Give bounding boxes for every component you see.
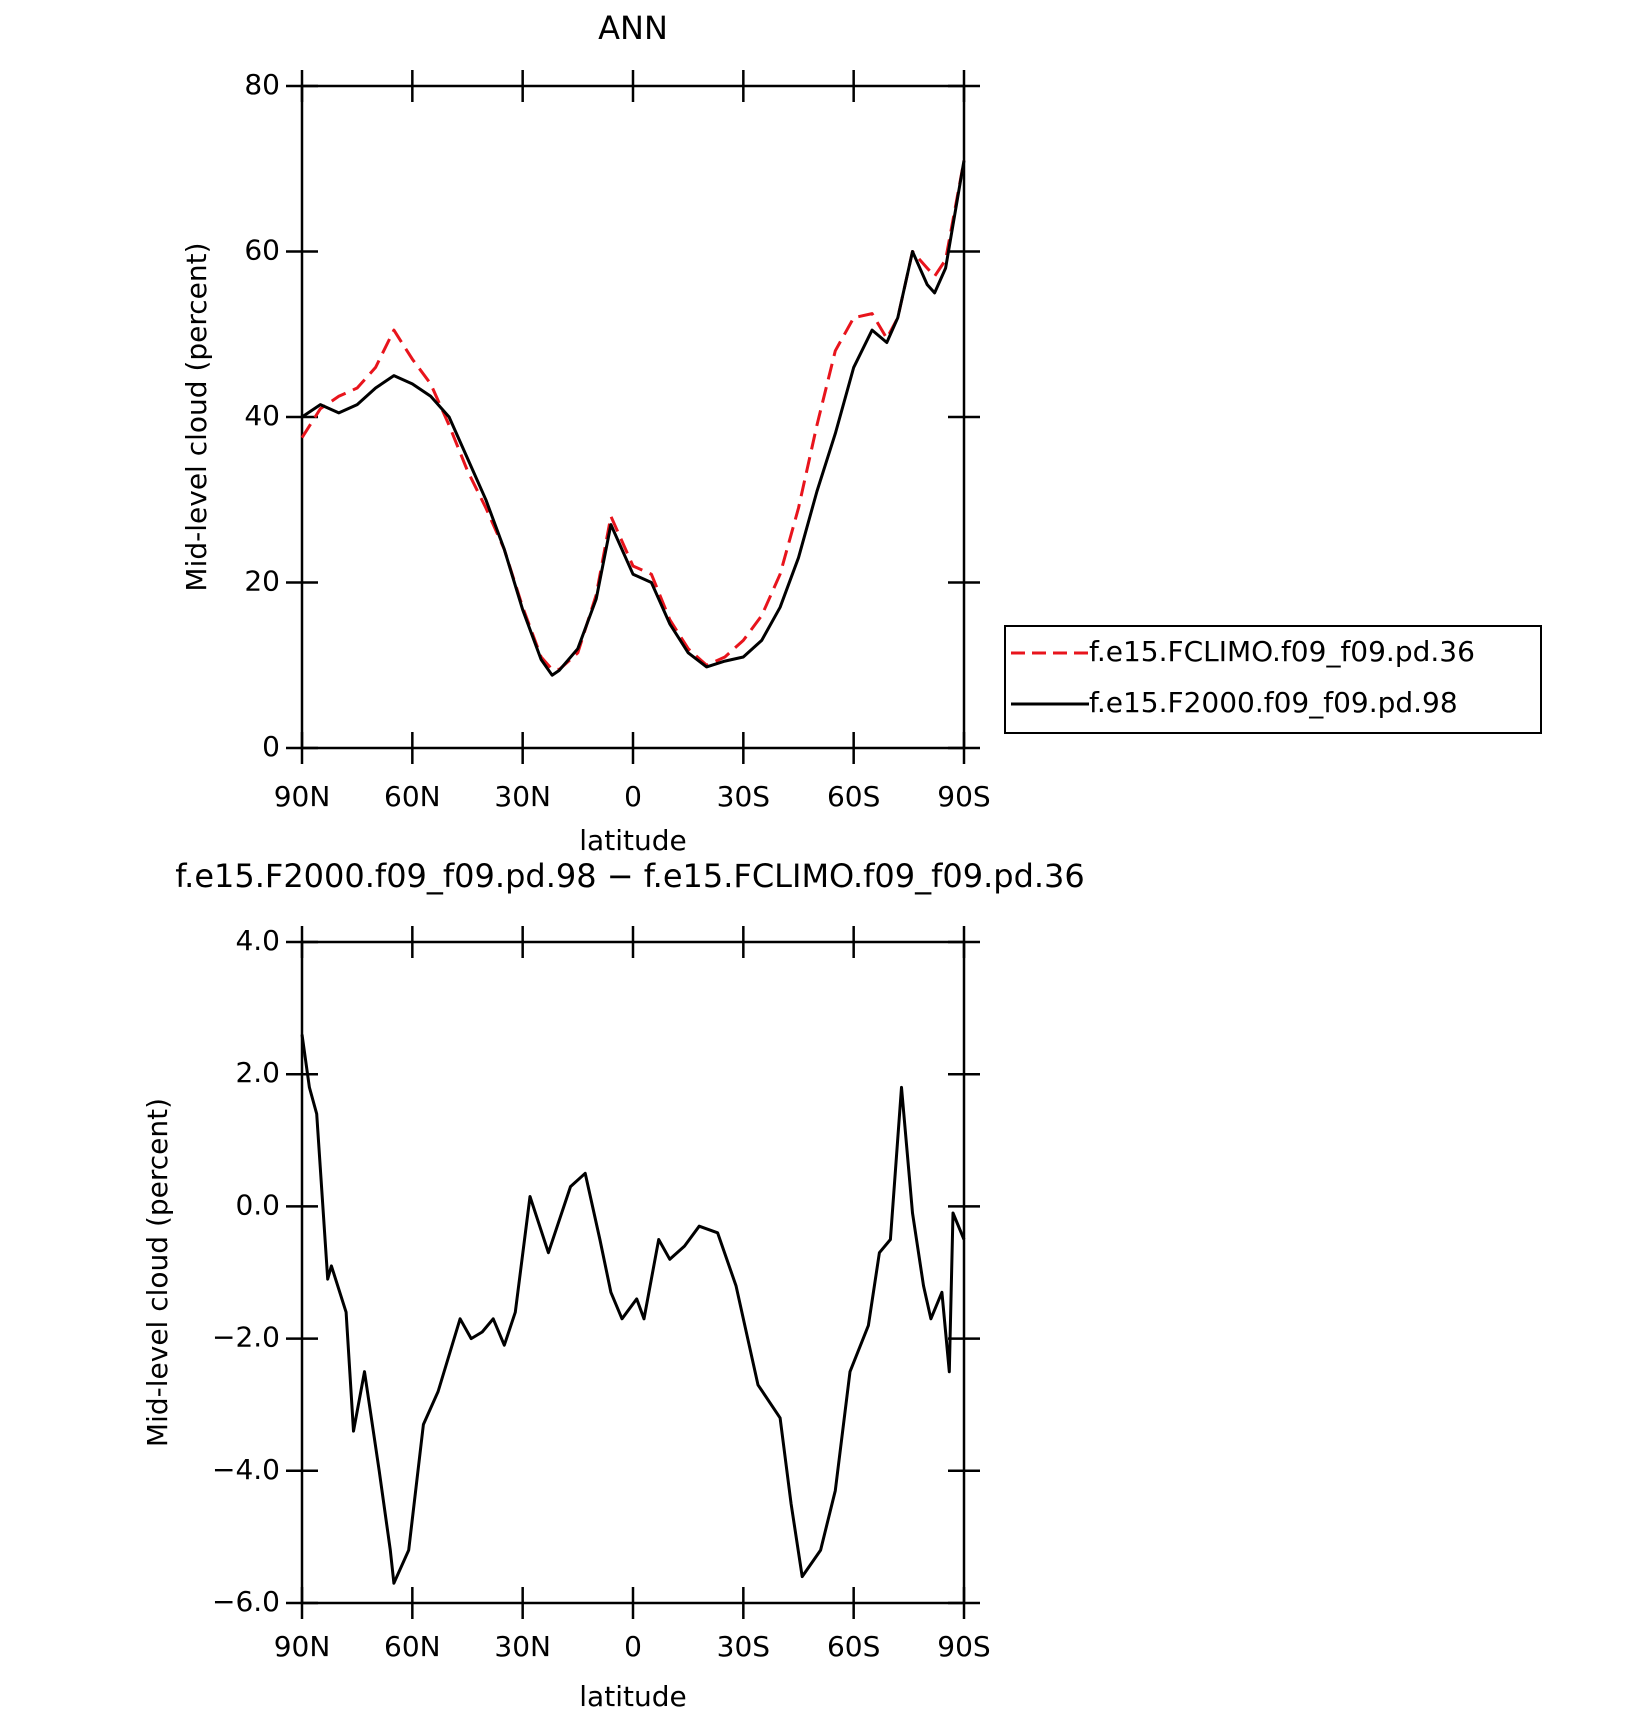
y-tick-label: 60 (244, 234, 280, 267)
y-axis-label: Mid-level cloud (percent) (141, 1098, 174, 1447)
x-tick-label: 60S (827, 1630, 880, 1663)
x-tick-label: 90N (274, 1630, 331, 1663)
y-tick-label: 4.0 (235, 924, 280, 957)
x-axis-label: latitude (579, 1680, 686, 1713)
x-tick-label: 30N (494, 780, 551, 813)
chart-title: f.e15.F2000.f09_f09.pd.98 − f.e15.FCLIMO… (175, 857, 1085, 895)
x-tick-label: 30N (494, 1630, 551, 1663)
y-axis-label: Mid-level cloud (percent) (180, 242, 213, 591)
x-tick-label: 30S (717, 780, 770, 813)
y-tick-label: 40 (244, 399, 280, 432)
x-tick-label: 60N (384, 780, 441, 813)
y-tick-label: 2.0 (235, 1056, 280, 1089)
y-tick-label: 0.0 (235, 1188, 280, 1221)
x-tick-label: 60S (827, 780, 880, 813)
x-axis-label: latitude (579, 824, 686, 857)
y-tick-label: 80 (244, 68, 280, 101)
y-tick-label: 20 (244, 565, 280, 598)
series-line (301, 160, 966, 677)
series-line (300, 160, 966, 671)
y-tick-label: 0 (262, 730, 280, 763)
y-tick-label: −2.0 (212, 1321, 280, 1354)
legend-box (1004, 625, 1542, 734)
x-tick-label: 0 (624, 1630, 642, 1663)
legend-label: f.e15.FCLIMO.f09_f09.pd.36 (1089, 635, 1475, 668)
y-tick-label: −4.0 (212, 1453, 280, 1486)
x-tick-label: 90S (937, 780, 990, 813)
x-tick-label: 90S (937, 1630, 990, 1663)
series-line (300, 1034, 966, 1585)
plot-frame (300, 84, 966, 750)
x-tick-label: 90N (274, 780, 331, 813)
y-tick-label: −6.0 (212, 1585, 280, 1618)
x-tick-label: 60N (384, 1630, 441, 1663)
x-tick-label: 30S (717, 1630, 770, 1663)
legend-label: f.e15.F2000.f09_f09.pd.98 (1089, 686, 1458, 719)
x-tick-label: 0 (624, 780, 642, 813)
plot-frame (300, 940, 966, 1605)
chart-title: ANN (598, 9, 668, 47)
